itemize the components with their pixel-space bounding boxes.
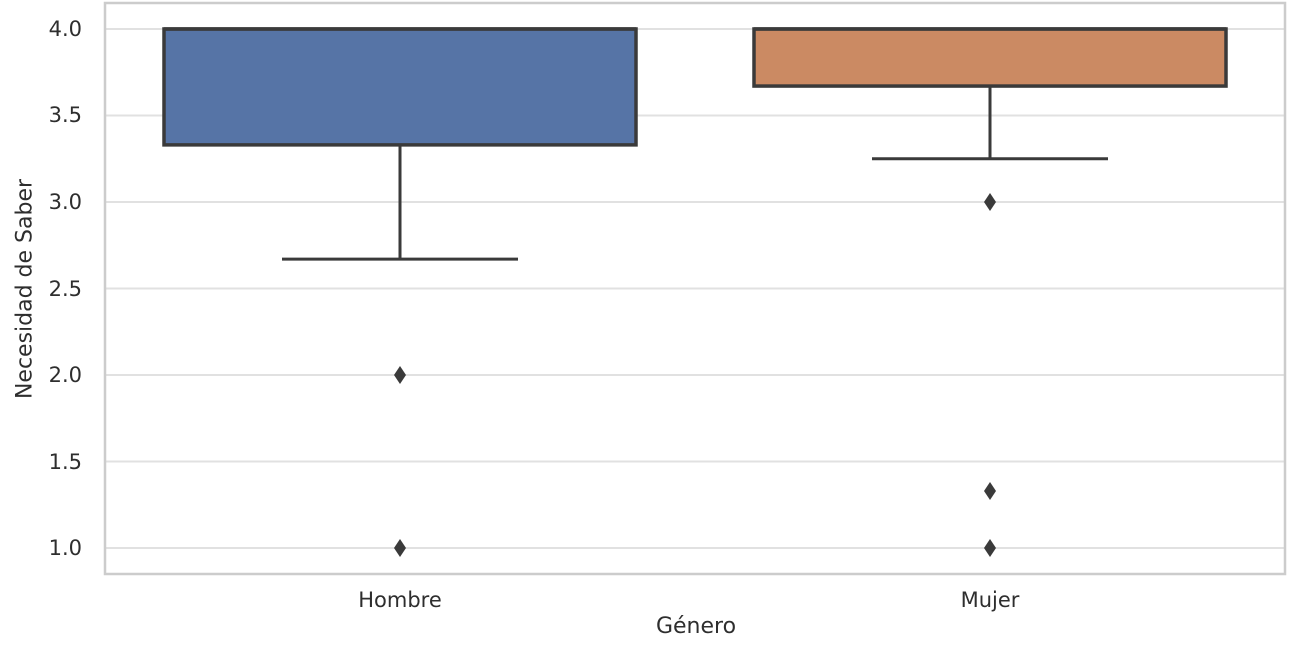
y-tick-label: 3.5: [48, 103, 82, 128]
y-tick-label: 2.0: [48, 363, 82, 387]
outlier-marker: [394, 366, 406, 385]
axes-frame: [103, 1, 1287, 576]
x-axis-label: Género: [655, 614, 737, 639]
y-axis-label: Necesidad de Saber: [12, 178, 38, 400]
x-tick-label: Mujer: [960, 588, 1020, 612]
outlier-marker: [394, 539, 406, 558]
y-tick-label: 1.5: [48, 449, 82, 474]
iqr-box: [752, 27, 1228, 88]
y-tick-label: 1.0: [48, 536, 82, 561]
y-tick-label: 4.0: [48, 16, 82, 41]
outlier-marker: [984, 481, 996, 500]
y-tick-label: 3.0: [48, 189, 82, 214]
outlier-marker: [984, 539, 996, 558]
outlier-marker: [984, 192, 996, 211]
iqr-box: [162, 27, 638, 147]
y-tick-label: 2.5: [48, 276, 82, 301]
x-tick-label: Hombre: [358, 588, 442, 612]
